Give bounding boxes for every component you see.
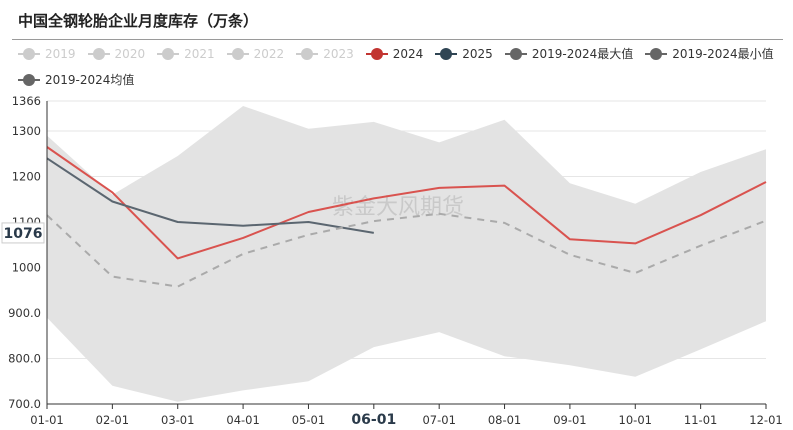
y-tick-label: 800.0 [8, 352, 41, 366]
legend-marker-icon [645, 48, 668, 60]
legend-label: 2019-2024最大值 [531, 47, 634, 61]
x-tick-label: 10-01 [619, 413, 652, 427]
legend-marker-icon [435, 48, 458, 60]
title-divider [12, 39, 783, 40]
legend-item-2023[interactable]: 2023 [296, 42, 354, 66]
y-tick-label: 1366 [12, 94, 41, 108]
legend-item-2021[interactable]: 2021 [157, 42, 215, 66]
legend-marker-icon [365, 48, 388, 60]
legend-marker-icon [226, 48, 249, 60]
series-line-2024 [46, 146, 767, 260]
series-line-2019-2024均值 [46, 212, 767, 288]
legend-label: 2019-2024均值 [45, 73, 135, 87]
legend-item-2025[interactable]: 2025 [435, 42, 493, 66]
legend-label: 2024 [392, 47, 424, 61]
chart-legend: 2019 2020 2021 2022 2023 2024 2025 2019-2024最大值… [18, 42, 788, 94]
legend-marker-icon [504, 48, 527, 60]
legend-marker-icon [157, 48, 180, 60]
x-tick-label: 11-01 [684, 413, 717, 427]
legend-item-2019[interactable]: 2019 [18, 42, 76, 66]
x-tick-label: 05-01 [292, 413, 325, 427]
legend-marker-icon [18, 48, 40, 60]
min-max-range-band [47, 106, 766, 402]
legend-label: 2021 [184, 47, 215, 61]
legend-item-2022[interactable]: 2022 [226, 42, 285, 66]
legend-item-2019-2024均值[interactable]: 2019-2024均值 [18, 68, 134, 92]
watermark: 紫金大风期货 [332, 195, 464, 220]
legend-marker-icon [18, 74, 40, 86]
y-tick-label: 900.0 [8, 306, 41, 320]
x-tick-label: 12-01 [749, 413, 782, 427]
legend-item-2020[interactable]: 2020 [87, 42, 146, 66]
y-cursor-label: 1076 [4, 226, 43, 242]
x-tick-label: 08-01 [488, 413, 521, 427]
legend-label: 2022 [253, 47, 285, 61]
legend-label: 2019 [45, 47, 76, 61]
legend-marker-icon [296, 48, 319, 60]
legend-label: 2020 [114, 47, 146, 61]
y-tick-label: 1000 [12, 261, 41, 275]
y-tick-label: 1200 [12, 170, 41, 184]
legend-label: 2019-2024最小值 [672, 47, 774, 61]
legend-item-2024[interactable]: 2024 [365, 42, 424, 66]
legend-label: 2023 [323, 47, 354, 61]
x-tick-label: 07-01 [422, 413, 455, 427]
y-tick-label: 700.0 [8, 397, 41, 411]
legend-item-2019-2024最小值[interactable]: 2019-2024最小值 [645, 42, 774, 66]
y-tick-label: 1300 [12, 124, 41, 138]
legend-marker-icon [87, 48, 110, 60]
x-tick-label: 01-01 [30, 413, 63, 427]
chart-title: 中国全钢轮胎企业月度库存（万条） [18, 12, 259, 30]
x-tick-label: 03-01 [161, 413, 194, 427]
series-line-2025 [46, 157, 374, 234]
x-tick-label: 06-01 [351, 412, 396, 428]
x-tick-label: 09-01 [553, 413, 586, 427]
legend-label: 2025 [462, 47, 493, 61]
x-tick-label: 04-01 [226, 413, 259, 427]
x-tick-label: 02-01 [96, 413, 129, 427]
legend-item-2019-2024最大值[interactable]: 2019-2024最大值 [504, 42, 634, 66]
y-cursor-label-box [1, 222, 45, 244]
